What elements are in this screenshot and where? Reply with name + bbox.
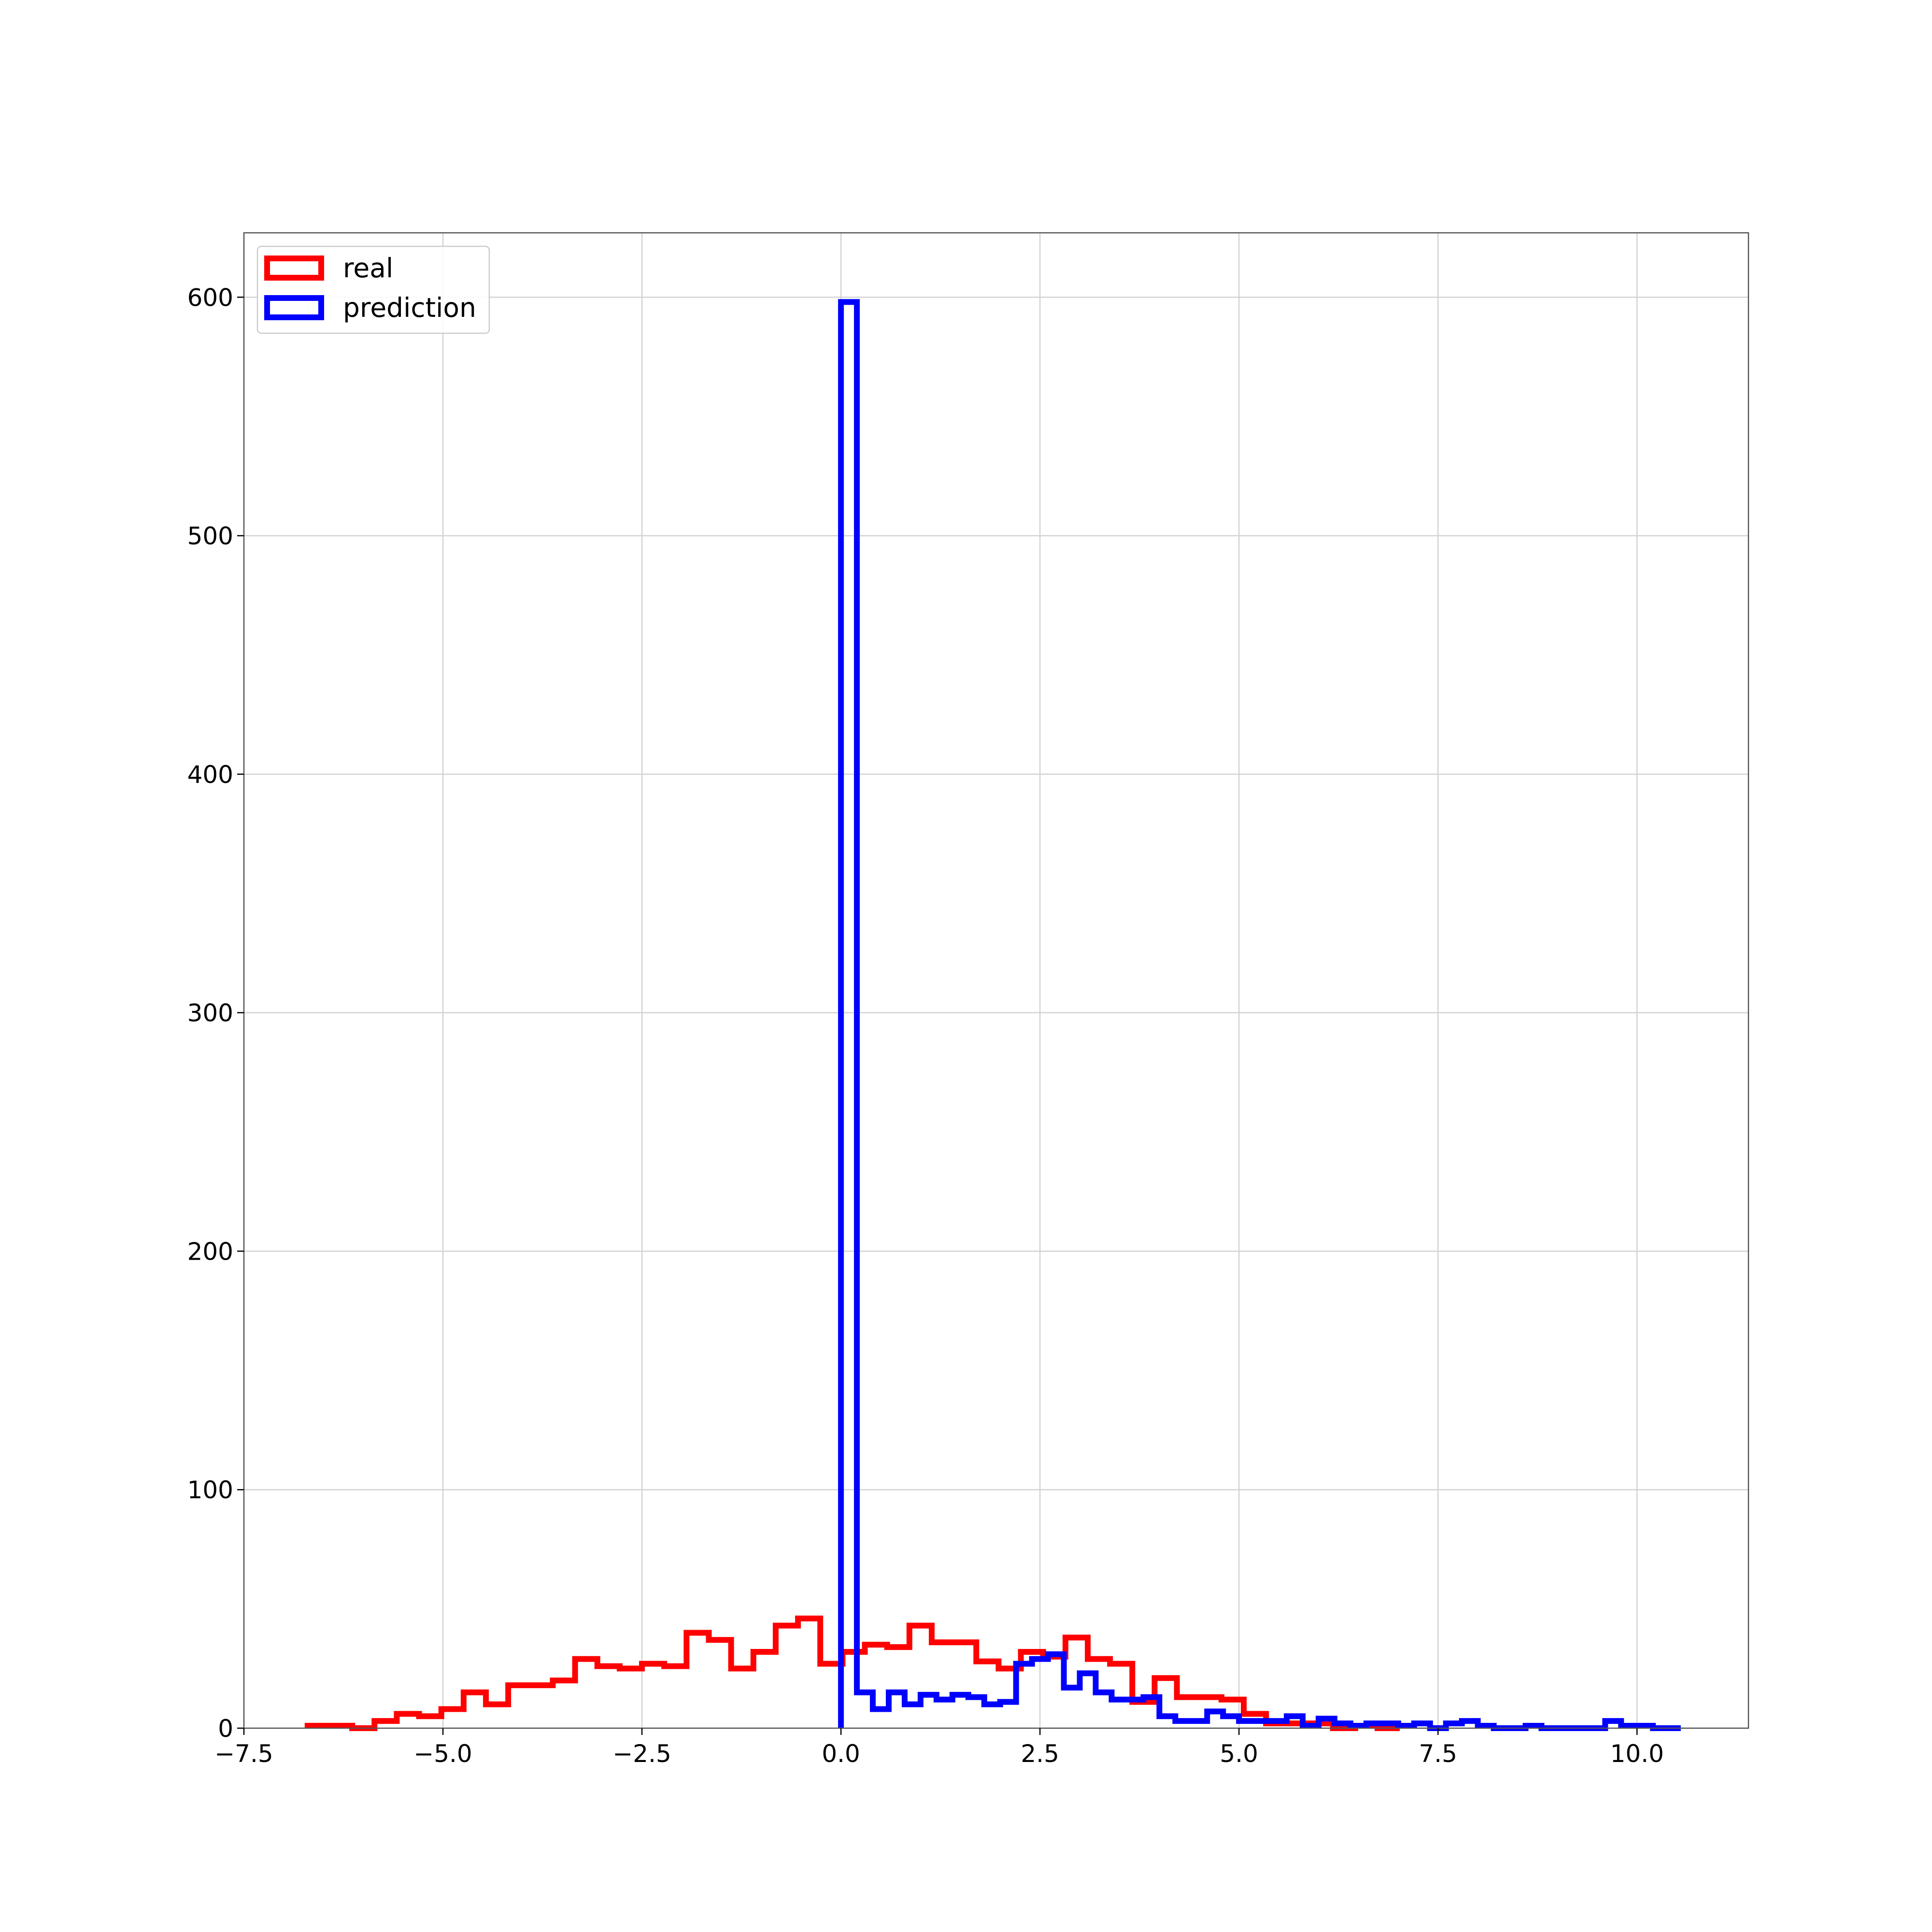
y-tick-label: 200: [187, 1237, 233, 1265]
legend: real prediction: [256, 245, 490, 334]
legend-label-real: real: [343, 253, 393, 284]
y-tick-label: 100: [187, 1476, 233, 1504]
x-tick-label: −5.0: [413, 1740, 472, 1768]
x-tick-label: 0.0: [822, 1740, 860, 1768]
legend-swatch-real: [264, 256, 324, 281]
y-axis: 0 100 200 300 400 500 600: [187, 284, 244, 1743]
legend-swatch-prediction: [264, 295, 324, 320]
plot-frame: [243, 232, 1749, 1729]
y-tick-label: 600: [187, 284, 233, 312]
x-tick-label: −2.5: [612, 1740, 671, 1768]
y-tick-label: 300: [187, 999, 233, 1027]
x-tick-label: −7.5: [214, 1740, 273, 1768]
x-tick-label: 10.0: [1610, 1740, 1664, 1768]
plot-area: [244, 233, 1748, 1728]
x-tick-label: 7.5: [1419, 1740, 1457, 1768]
x-axis: −7.5 −5.0 −2.5 0.0 2.5 5.0 7.5 10.0: [214, 1728, 1664, 1768]
y-tick-label: 400: [187, 761, 233, 789]
x-tick-label: 2.5: [1021, 1740, 1059, 1768]
y-tick-label: 500: [187, 522, 233, 550]
legend-label-prediction: prediction: [343, 292, 476, 323]
x-tick-label: 5.0: [1220, 1740, 1258, 1768]
y-tick-label: 0: [218, 1715, 233, 1743]
legend-box: [256, 245, 490, 334]
